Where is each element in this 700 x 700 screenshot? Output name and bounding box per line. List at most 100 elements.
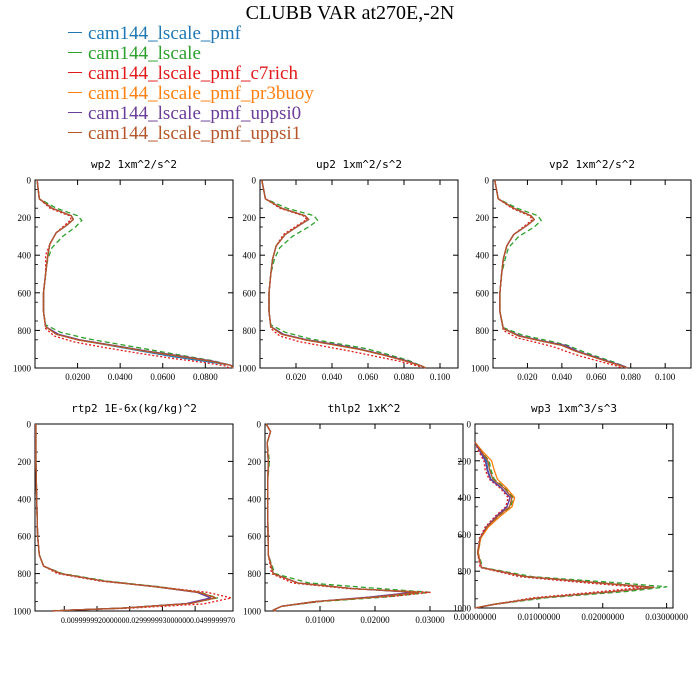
figure-title: CLUBB VAR at270E,-2N [245, 2, 455, 24]
legend-swatch [68, 132, 82, 134]
y-tick-label: 600 [476, 288, 490, 298]
x-tick-label: 0.020 [286, 372, 307, 382]
series-line-0 [265, 423, 420, 612]
legend-swatch [68, 112, 82, 114]
legend: cam144_lscale_pmf cam144_lscale cam144_l… [68, 24, 314, 144]
y-tick-label: 1000 [471, 364, 490, 374]
series-line-1 [494, 179, 628, 369]
legend-item-3: cam144_lscale_pmf_pr3buoy [68, 84, 314, 104]
series-line-5 [494, 179, 628, 369]
y-tick-label: 400 [18, 251, 32, 261]
chart-panel-3: rtp2 1E-6x(kg/kg)^2 0 200 400 600 800 1000 0.00… [13, 402, 235, 625]
series-line-3 [265, 423, 420, 612]
x-tick-label: 0.02000 [360, 615, 390, 625]
y-tick-label: 600 [18, 532, 32, 542]
series-line-1 [265, 423, 431, 612]
legend-item-5: cam144_lscale_pmf_uppsi1 [68, 124, 314, 144]
x-tick-label: 0.080 [621, 372, 642, 382]
legend-swatch [68, 52, 82, 54]
series-line-5 [36, 179, 234, 369]
y-tick-label: 0 [485, 176, 490, 186]
x-tick-label: 0.0400 [108, 372, 133, 382]
panel-title: up2 1xm^2/s^2 [316, 158, 402, 171]
chart-panel-0: wp2 1xm^2/s^2 0 200 400 600 800 1000 0.0200 0.04… [13, 158, 234, 382]
legend-swatch [68, 72, 82, 74]
legend-swatch [68, 32, 82, 34]
legend-label: cam144_lscale_pmf [88, 23, 242, 44]
legend-label: cam144_lscale_pmf_c7rich [88, 63, 298, 84]
y-tick-label: 400 [476, 251, 490, 261]
x-tick-label: 0.03000000 [645, 612, 688, 622]
legend-label: cam144_lscale [88, 43, 201, 64]
y-tick-label: 200 [18, 213, 32, 223]
x-tick-label: 0.01000000 [517, 612, 560, 622]
x-tick-label: 0.040 [552, 372, 573, 382]
y-tick-label: 1000 [13, 607, 32, 617]
x-tick-label: 0.01000 [305, 615, 335, 625]
y-tick-label: 800 [18, 326, 32, 336]
y-tick-label: 600 [18, 288, 32, 298]
y-tick-label: 800 [248, 569, 262, 579]
legend-label: cam144_lscale_pmf_uppsi1 [88, 123, 302, 144]
panel-title: vp2 1xm^2/s^2 [549, 158, 635, 171]
x-tick-label: 0.060 [586, 372, 607, 382]
y-tick-label: 200 [243, 213, 257, 223]
series-line-1 [261, 179, 426, 369]
y-tick-label: 0 [27, 176, 32, 186]
x-tick-label: 0.03000 [415, 615, 445, 625]
x-tick-label: 0.080 [394, 372, 415, 382]
y-tick-label: 800 [243, 326, 257, 336]
panel-frame [34, 179, 234, 369]
series-line-5 [35, 424, 217, 612]
legend-item-1: cam144_lscale [68, 44, 314, 64]
series-line-1 [474, 442, 668, 609]
chart-panel-1: up2 1xm^2/s^2 0 200 400 600 800 1000 0.020 0.040… [238, 158, 459, 382]
x-tick-label: 0.020 [517, 372, 538, 382]
y-tick-label: 800 [458, 567, 472, 577]
y-tick-label: 200 [476, 213, 490, 223]
x-tick-label: 0.02000000 [581, 612, 624, 622]
y-tick-label: 400 [248, 494, 262, 504]
series-line-2 [265, 423, 431, 612]
panel-title: rtp2 1E-6x(kg/kg)^2 [71, 402, 197, 415]
panel-title: wp3 1xm^3/s^3 [531, 402, 617, 415]
series-line-2 [35, 424, 232, 612]
y-tick-label: 200 [458, 456, 472, 466]
x-tick-label: 0.0099999920000000.0299999930000000.0499… [61, 615, 235, 625]
panel-frame [492, 179, 692, 369]
y-tick-label: 0 [27, 420, 32, 430]
x-tick-label: 0.060 [358, 372, 379, 382]
legend-label: cam144_lscale_pmf_pr3buoy [88, 83, 314, 104]
series-line-4 [265, 423, 415, 612]
x-tick-label: 0.040 [322, 372, 343, 382]
series-line-2 [36, 179, 230, 369]
panel-frame [34, 423, 234, 612]
x-tick-label: 0.0600 [150, 372, 175, 382]
y-tick-label: 600 [458, 530, 472, 540]
y-tick-label: 0 [257, 420, 262, 430]
chart-panel-4: thlp2 1xK^2 0 200 400 600 800 1000 0.01000 0.020… [243, 402, 464, 625]
x-tick-label: 0.100 [430, 372, 451, 382]
panel-title: thlp2 1xK^2 [328, 402, 401, 415]
panel-frame [474, 423, 674, 609]
y-tick-label: 0 [467, 420, 472, 430]
legend-item-2: cam144_lscale_pmf_c7rich [68, 64, 314, 84]
y-tick-label: 200 [18, 457, 32, 467]
y-tick-label: 200 [248, 457, 262, 467]
legend-swatch [68, 92, 82, 94]
x-tick-label: 0.00000000 [454, 612, 497, 622]
y-tick-label: 400 [243, 251, 257, 261]
series-line-2 [474, 442, 642, 609]
y-tick-label: 0 [252, 176, 257, 186]
panel-title: wp2 1xm^2/s^2 [91, 158, 177, 171]
legend-label: cam144_lscale_pmf_uppsi0 [88, 103, 302, 124]
chart-panel-5: wp3 1xm^3/s^3 0 200 400 600 800 10000.00000000… [453, 402, 688, 622]
y-tick-label: 400 [18, 494, 32, 504]
y-tick-label: 1000 [238, 364, 257, 374]
series-line-5 [261, 179, 426, 369]
x-tick-label: 0.0800 [193, 372, 218, 382]
y-tick-label: 600 [243, 288, 257, 298]
y-tick-label: 1000 [453, 604, 472, 614]
series-line-5 [265, 423, 420, 612]
